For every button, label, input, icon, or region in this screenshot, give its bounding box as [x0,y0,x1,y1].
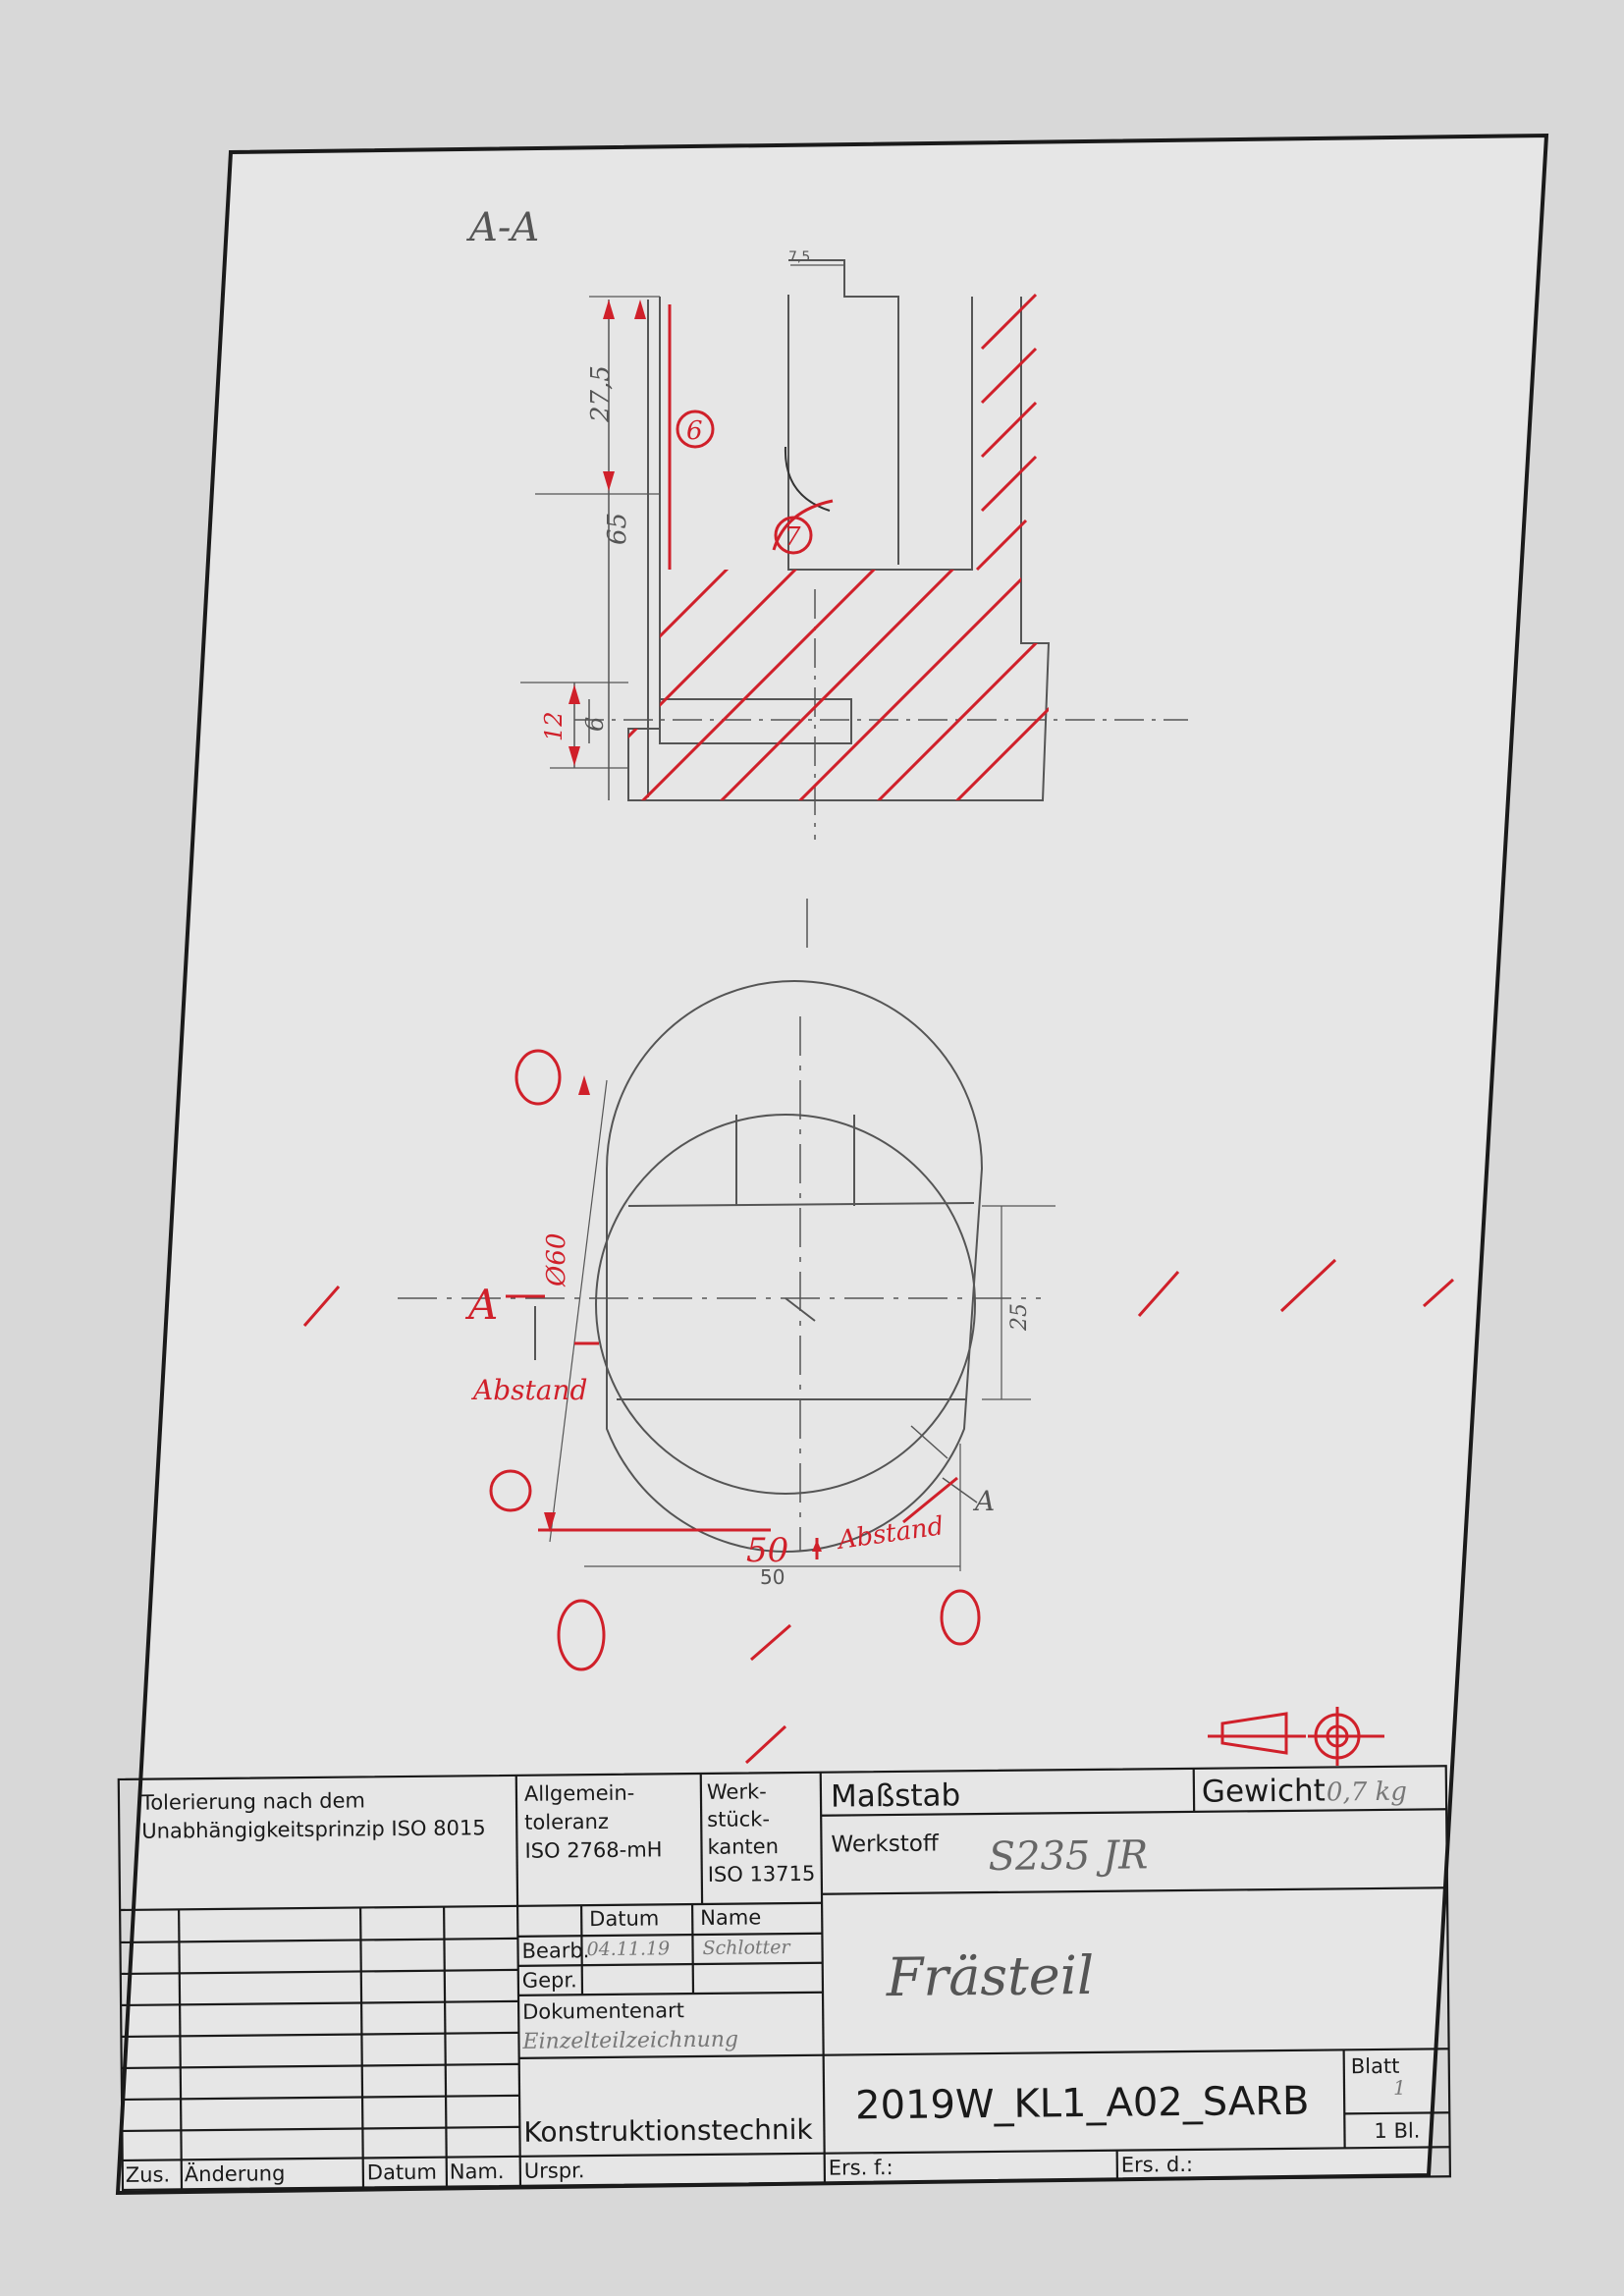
top-view [398,980,1056,1571]
tolerierung-line-2: Unabhängigkeitsprinzip ISO 8015 [141,1816,486,1843]
allgemein-line-3: ISO 2768-mH [524,1837,662,1862]
dim-height: 65 [603,513,632,545]
werkstueck-line-4: ISO 13715 [708,1862,816,1886]
drawing-title: Frästeil [886,1944,1095,2008]
fillet-curve [784,446,831,512]
datum-label: Datum [367,2160,437,2185]
dim-12: 12 [540,711,568,741]
urspr-label: Urspr. [524,2159,585,2183]
werkstueck-line-1: Werk- [707,1779,767,1804]
dim-50-pencil: 50 [760,1565,785,1589]
ers-d-label: Ers. d.: [1121,2153,1194,2177]
section-marker-2: A [972,1485,995,1517]
blatt-label: Blatt [1351,2054,1400,2079]
cross-hole [659,698,852,744]
section-marker: A [464,1281,498,1329]
title-block: Tolerierung nach dem Unabhängigkeitsprin… [117,1765,1452,2192]
paper-border [115,133,1549,2196]
dim-top-width: 7,5 [788,249,810,265]
datum-header: Datum [589,1906,659,1931]
gewicht-label: Gewicht [1202,1774,1326,1810]
werkstueck-line-2: stück- [707,1807,770,1831]
dimension-arrows [568,300,646,766]
dim-25: 25 [1007,1303,1032,1332]
section-outline [627,297,1051,801]
allgemein-line-1: Allgemein- [524,1781,635,1806]
pocket-outline [787,295,973,571]
item-6-label: 6 [686,416,703,446]
gewicht-value: 0,7 kg [1326,1777,1407,1808]
groove-outline [788,259,899,565]
werkstoff-label: Werkstoff [831,1831,940,1858]
item-7-circle [774,516,813,555]
dokumentenart-value: Einzelteilzeichnung [521,2028,738,2054]
dim-depth: 27,5 [586,365,616,423]
item-7-label: 7 [785,522,801,552]
projection-symbol [1208,1707,1384,1766]
ers-f-label: Ers. f.: [829,2156,893,2180]
bl-value: 1 Bl. [1374,2119,1420,2143]
zero-markers [489,1049,981,1671]
title-block-frame [117,1765,1452,2192]
dim-diameter: Ø60 [542,1233,571,1287]
name-header: Name [700,1905,761,1930]
allgemein-line-2: toleranz [524,1810,609,1834]
section-label: A-A [465,205,539,250]
flat-top [627,1202,975,1207]
bearb-datum: 04.11.19 [586,1938,670,1960]
bore-circle [595,1114,976,1495]
massstab-label: Maßstab [831,1777,961,1814]
dokumentenart-label: Dokumentenart [522,1998,684,2024]
dim-6: 6 [581,717,609,732]
blatt-value: 1 [1393,2076,1406,2100]
wall-hatching [975,293,1038,572]
werkstoff-value: S235 JR [988,1832,1148,1880]
abstand-left: Abstand [470,1374,587,1406]
gepr-label: Gepr. [522,1968,577,1993]
bearb-name: Schlotter [702,1937,791,1959]
nam-label: Nam. [450,2159,505,2184]
dim-50-red: 50 [746,1531,788,1570]
section-view [520,259,1188,948]
werkstueck-line-3: kanten [707,1834,779,1859]
drawing-number: 2019W_KL1_A02_SARB [855,2079,1310,2129]
department: Konstruktionstechnik [523,2113,813,2149]
tolerierung-line-1: Tolerierung nach dem [140,1788,365,1814]
top-view-redlines [302,1258,1455,1765]
outer-contour [606,980,984,1553]
bearb-label: Bearb. [521,1939,589,1963]
item-6-circle [676,410,715,449]
zus-label: Zus. [126,2162,171,2186]
aenderung-label: Änderung [185,2160,286,2186]
section-hatching [628,570,1049,800]
